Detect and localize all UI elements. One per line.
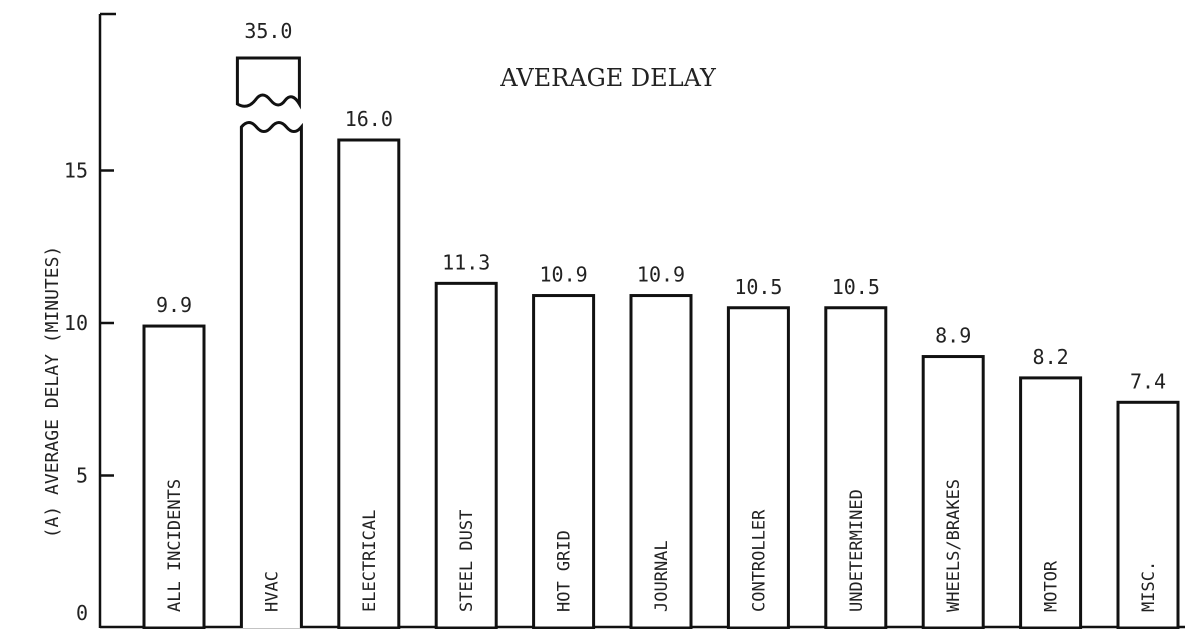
- bar-value-label: 10.5: [832, 275, 880, 299]
- bar: [1116, 400, 1180, 629]
- bar: [726, 306, 790, 629]
- bar-value-label: 16.0: [345, 107, 393, 131]
- bar-category-label: MOTOR: [1042, 560, 1062, 612]
- y-axis-label: (A) AVERAGE DELAY (MINUTES): [42, 246, 63, 539]
- bar-category-label: CONTROLLER: [749, 509, 769, 612]
- bar-category-label: MISC.: [1139, 561, 1159, 612]
- bar-category-label: ALL INCIDENTS: [165, 479, 185, 612]
- bar-value-label: 7.4: [1130, 369, 1166, 393]
- y-tick-label: 10: [64, 311, 88, 335]
- y-tick-label: 5: [76, 464, 88, 488]
- bar-category-label: WHEELS/BRAKES: [944, 479, 964, 612]
- bar-value-label: 8.2: [1033, 345, 1069, 369]
- bar: [629, 294, 693, 629]
- bar: [532, 294, 596, 629]
- bar: [824, 306, 888, 629]
- bar-category-label: ELECTRICAL: [360, 510, 380, 612]
- bar-value-label: 11.3: [442, 250, 490, 274]
- bar-value-label: 8.9: [935, 324, 971, 348]
- y-tick-label: 15: [64, 159, 88, 183]
- bar: [239, 121, 303, 628]
- bar-category-label: UNDETERMINED: [847, 489, 867, 612]
- bar: [337, 138, 401, 629]
- y-axis-ticks: 0 5 10 15: [64, 159, 114, 625]
- bar-category-label: HVAC: [262, 571, 282, 612]
- bar: [142, 324, 206, 629]
- bar-series: [142, 56, 1180, 629]
- bar: [1019, 376, 1083, 629]
- bar-labels: 9.9 ALL INCIDENTS 35.0 HVAC 16.0 ELECTRICAL 11…: [156, 19, 1166, 612]
- bar-value-label: 10.9: [637, 263, 685, 287]
- y-tick-label: 0: [76, 601, 88, 625]
- bar-category-label: HOT GRID: [555, 530, 575, 612]
- bar-category-label: JOURNAL: [652, 540, 672, 612]
- bar-category-label: STEEL DUST: [457, 510, 477, 612]
- bar: [921, 355, 985, 629]
- bar-value-label: 10.5: [734, 275, 782, 299]
- bar-value-label: 9.9: [156, 293, 192, 317]
- chart-title: AVERAGE DELAY: [499, 64, 717, 92]
- bar-value-label: 35.0: [244, 19, 292, 43]
- bar-break-cap: [235, 56, 301, 110]
- bar-value-label: 10.9: [540, 263, 588, 287]
- bar: [434, 281, 498, 629]
